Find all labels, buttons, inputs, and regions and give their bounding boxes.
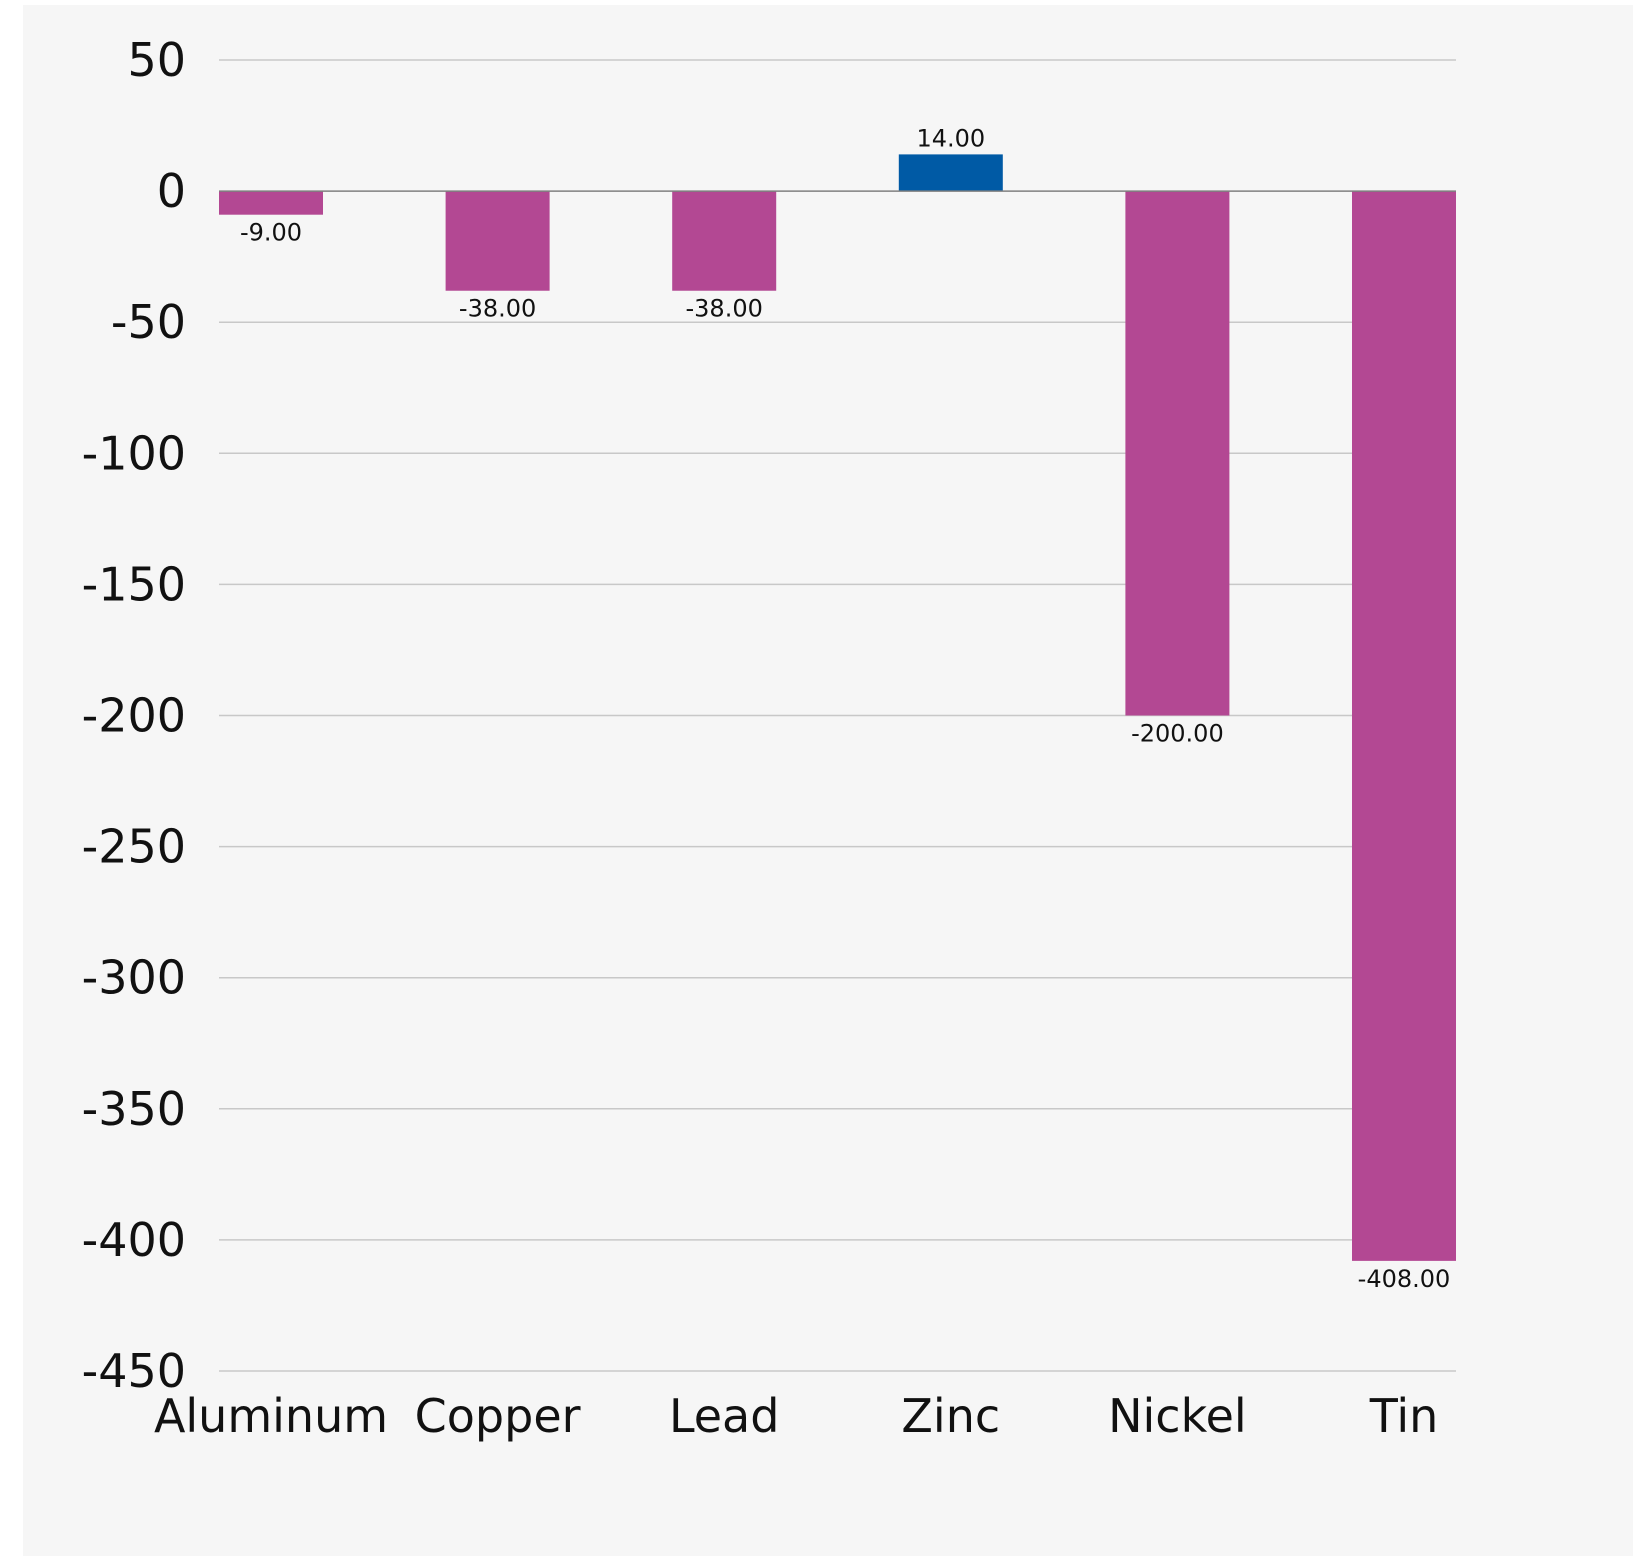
y-tick-label: 50 (127, 33, 186, 87)
y-tick-label: -50 (111, 295, 186, 349)
data-label: -38.00 (459, 295, 536, 323)
x-category-label: Nickel (1108, 1389, 1247, 1443)
y-tick-label: -150 (82, 557, 186, 611)
data-label: -9.00 (240, 219, 302, 247)
y-tick-label: -200 (82, 689, 186, 743)
y-tick-label: -250 (82, 820, 186, 874)
x-axis-category-labels: Aluminum Copper Lead Zinc Nickel Tin (154, 1389, 1438, 1443)
bar-chart: 50 0 -50 -100 -150 -200 -250 -300 -350 -400 -450 -… (82, 33, 1456, 1443)
x-category-label: Aluminum (154, 1389, 388, 1443)
x-category-label: Lead (669, 1389, 780, 1443)
bar-nickel (1125, 191, 1230, 716)
data-label: 14.00 (916, 124, 985, 152)
y-tick-label: 0 (157, 164, 186, 218)
y-axis-tick-labels: 50 0 -50 -100 -150 -200 -250 -300 -350 -400 -450 (82, 33, 186, 1398)
bars (219, 154, 1456, 1261)
y-tick-label: -300 (82, 951, 186, 1005)
data-label: -200.00 (1131, 720, 1224, 748)
bar-tin (1352, 191, 1456, 1261)
chart-panel: 50 0 -50 -100 -150 -200 -250 -300 -350 -400 -450 -… (23, 5, 1633, 1556)
y-tick-label: -100 (82, 426, 186, 480)
bar-copper (445, 191, 550, 291)
data-label: -408.00 (1358, 1265, 1451, 1293)
data-labels: -9.00 -38.00 -38.00 14.00 -200.00 -408.00 (240, 124, 1450, 1292)
x-category-label: Copper (415, 1389, 581, 1443)
bar-aluminum (219, 191, 323, 215)
x-category-label: Tin (1369, 1389, 1439, 1443)
y-tick-label: -400 (82, 1213, 186, 1267)
gridlines (219, 59, 1456, 1372)
bar-lead (672, 191, 777, 291)
bar-zinc (898, 154, 1003, 192)
y-tick-label: -450 (82, 1344, 186, 1398)
data-label: -38.00 (686, 295, 763, 323)
x-category-label: Zinc (901, 1389, 1000, 1443)
y-tick-label: -350 (82, 1082, 186, 1136)
